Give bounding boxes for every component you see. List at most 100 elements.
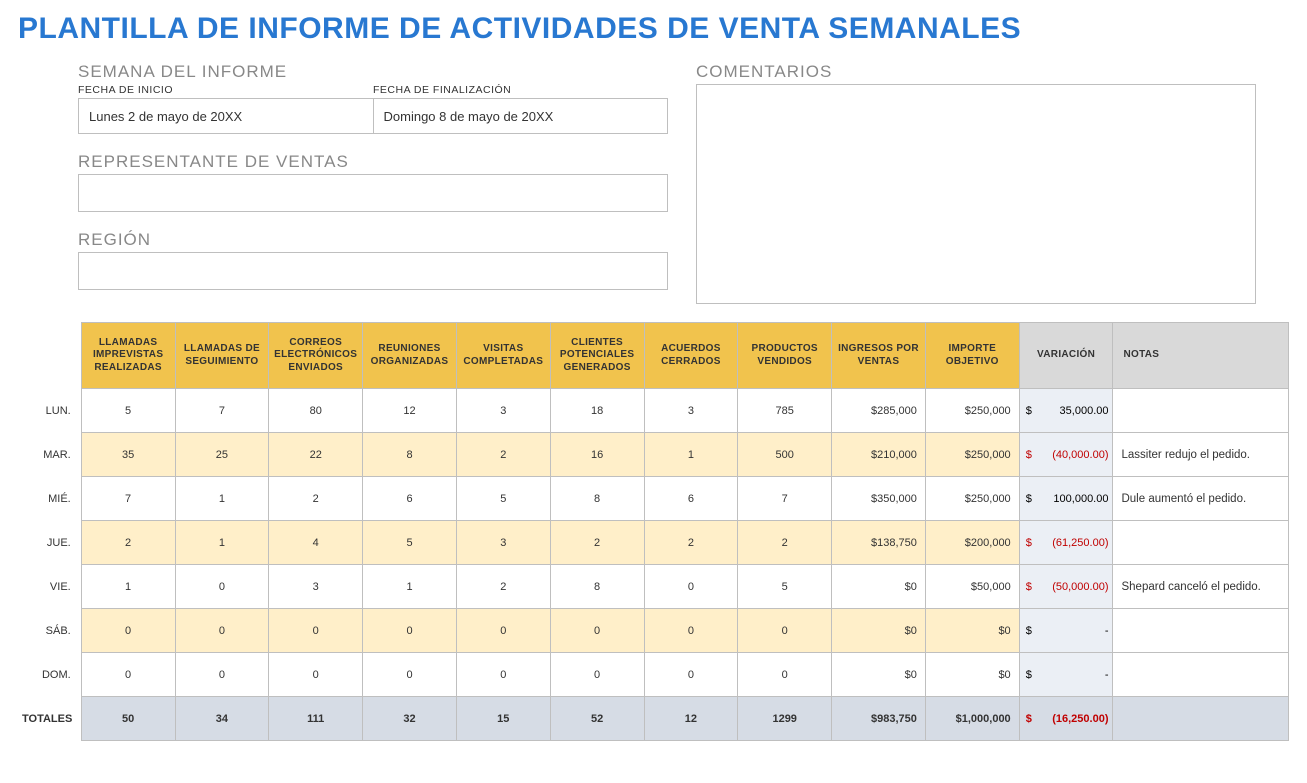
data-cell[interactable]: $0: [832, 609, 926, 653]
totals-cell: 15: [456, 697, 550, 741]
data-cell[interactable]: 0: [269, 653, 363, 697]
totals-notes: [1113, 697, 1289, 741]
data-cell[interactable]: 0: [81, 609, 175, 653]
start-date-label: FECHA DE INICIO: [78, 84, 373, 96]
data-cell[interactable]: 18: [550, 389, 644, 433]
data-cell[interactable]: 0: [644, 653, 738, 697]
data-cell[interactable]: 0: [269, 609, 363, 653]
data-cell[interactable]: 8: [550, 565, 644, 609]
rep-input[interactable]: [78, 174, 668, 212]
data-cell[interactable]: 3: [644, 389, 738, 433]
data-cell[interactable]: 5: [81, 389, 175, 433]
data-cell[interactable]: 0: [175, 609, 269, 653]
data-cell[interactable]: 2: [269, 477, 363, 521]
data-cell[interactable]: 8: [550, 477, 644, 521]
row-label: VIE.: [18, 565, 81, 609]
data-cell[interactable]: 2: [738, 521, 832, 565]
data-cell[interactable]: 16: [550, 433, 644, 477]
totals-cell: $1,000,000: [925, 697, 1019, 741]
data-cell[interactable]: 0: [81, 653, 175, 697]
col-header: LLAMADAS IMPREVISTAS REALIZADAS: [81, 323, 175, 389]
data-cell[interactable]: 0: [175, 653, 269, 697]
notes-cell[interactable]: Lassiter redujo el pedido.: [1113, 433, 1289, 477]
data-cell[interactable]: 80: [269, 389, 363, 433]
table-row: VIE.10312805$0$50,000$(50,000.00)Shepard…: [18, 565, 1289, 609]
col-header: ACUERDOS CERRADOS: [644, 323, 738, 389]
data-cell[interactable]: $350,000: [832, 477, 926, 521]
data-cell[interactable]: 6: [363, 477, 457, 521]
data-cell[interactable]: 0: [363, 609, 457, 653]
data-cell[interactable]: 7: [738, 477, 832, 521]
data-cell[interactable]: 35: [81, 433, 175, 477]
totals-cell: 34: [175, 697, 269, 741]
data-cell[interactable]: 0: [550, 653, 644, 697]
data-cell[interactable]: 2: [550, 521, 644, 565]
data-cell[interactable]: 1: [175, 477, 269, 521]
data-cell[interactable]: 2: [456, 433, 550, 477]
data-cell[interactable]: 12: [363, 389, 457, 433]
notes-cell[interactable]: Dule aumentó el pedido.: [1113, 477, 1289, 521]
data-cell[interactable]: 5: [738, 565, 832, 609]
corner-cell: [18, 323, 81, 389]
notes-cell[interactable]: [1113, 521, 1289, 565]
table-header-row: LLAMADAS IMPREVISTAS REALIZADASLLAMADAS …: [18, 323, 1289, 389]
data-cell[interactable]: $285,000: [832, 389, 926, 433]
data-cell[interactable]: 7: [175, 389, 269, 433]
table-row: LUN.5780123183785$285,000$250,000$35,000…: [18, 389, 1289, 433]
data-cell[interactable]: 1: [644, 433, 738, 477]
data-cell[interactable]: 500: [738, 433, 832, 477]
data-cell[interactable]: 0: [738, 609, 832, 653]
end-date-input[interactable]: Domingo 8 de mayo de 20XX: [373, 98, 669, 134]
data-cell[interactable]: 0: [550, 609, 644, 653]
data-cell[interactable]: $250,000: [925, 477, 1019, 521]
data-cell[interactable]: 0: [456, 609, 550, 653]
data-cell[interactable]: 3: [456, 389, 550, 433]
data-cell[interactable]: 0: [644, 609, 738, 653]
data-cell[interactable]: $0: [925, 653, 1019, 697]
data-cell[interactable]: 1: [81, 565, 175, 609]
data-cell[interactable]: $250,000: [925, 433, 1019, 477]
data-cell[interactable]: $210,000: [832, 433, 926, 477]
data-cell[interactable]: $138,750: [832, 521, 926, 565]
data-cell[interactable]: 0: [456, 653, 550, 697]
data-cell[interactable]: 785: [738, 389, 832, 433]
data-cell[interactable]: 2: [644, 521, 738, 565]
region-input[interactable]: [78, 252, 668, 290]
data-cell[interactable]: 2: [81, 521, 175, 565]
data-cell[interactable]: $50,000: [925, 565, 1019, 609]
data-cell[interactable]: 25: [175, 433, 269, 477]
comments-input[interactable]: [696, 84, 1256, 304]
rep-label: REPRESENTANTE DE VENTAS: [78, 152, 668, 172]
row-label: DOM.: [18, 653, 81, 697]
variance-cell: $100,000.00: [1019, 477, 1113, 521]
data-cell[interactable]: 0: [738, 653, 832, 697]
variance-cell: $35,000.00: [1019, 389, 1113, 433]
data-cell[interactable]: 5: [456, 477, 550, 521]
data-cell[interactable]: 2: [456, 565, 550, 609]
data-cell[interactable]: 0: [644, 565, 738, 609]
row-label: MIÉ.: [18, 477, 81, 521]
data-cell[interactable]: 5: [363, 521, 457, 565]
data-cell[interactable]: 3: [269, 565, 363, 609]
data-cell[interactable]: 0: [175, 565, 269, 609]
data-cell[interactable]: 0: [363, 653, 457, 697]
notes-cell[interactable]: [1113, 653, 1289, 697]
data-cell[interactable]: 3: [456, 521, 550, 565]
notes-cell[interactable]: Shepard canceló el pedido.: [1113, 565, 1289, 609]
data-cell[interactable]: $0: [832, 653, 926, 697]
data-cell[interactable]: $0: [925, 609, 1019, 653]
data-cell[interactable]: 7: [81, 477, 175, 521]
notes-cell[interactable]: [1113, 609, 1289, 653]
start-date-input[interactable]: Lunes 2 de mayo de 20XX: [78, 98, 373, 134]
data-cell[interactable]: $250,000: [925, 389, 1019, 433]
data-cell[interactable]: 22: [269, 433, 363, 477]
data-cell[interactable]: 4: [269, 521, 363, 565]
data-cell[interactable]: 1: [363, 565, 457, 609]
data-cell[interactable]: 6: [644, 477, 738, 521]
notes-cell[interactable]: [1113, 389, 1289, 433]
data-cell[interactable]: $0: [832, 565, 926, 609]
totals-cell: 111: [269, 697, 363, 741]
data-cell[interactable]: $200,000: [925, 521, 1019, 565]
data-cell[interactable]: 8: [363, 433, 457, 477]
data-cell[interactable]: 1: [175, 521, 269, 565]
